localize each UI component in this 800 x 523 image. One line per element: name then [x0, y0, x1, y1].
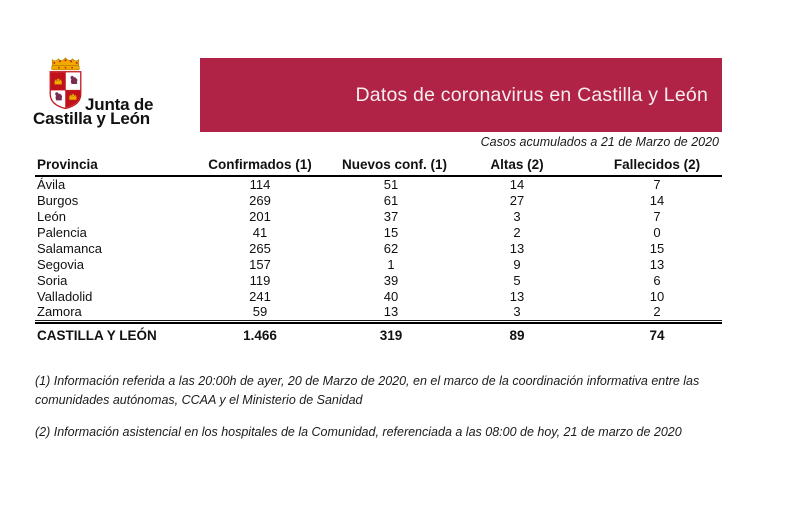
- value-cell: 40: [383, 288, 399, 304]
- value-cell: 265: [249, 240, 271, 256]
- value-cell: 13: [649, 256, 665, 272]
- value-cell: 59: [252, 304, 268, 320]
- logo-text-line1: Junta de: [85, 95, 154, 114]
- value-cell: 2: [513, 224, 521, 240]
- province-cell: CASTILLA Y LEÓN: [37, 327, 157, 343]
- province-cell: Palencia: [37, 224, 87, 240]
- value-cell: 114: [249, 177, 271, 192]
- value-cell: 0: [653, 224, 661, 240]
- province-cell: Ávila: [37, 177, 66, 192]
- value-cell: 15: [383, 224, 399, 240]
- table-row: Valladolid 241 40 13 10: [35, 288, 722, 304]
- table-row: Zamora 59 13 3 2: [35, 304, 722, 320]
- value-cell: 89: [509, 327, 525, 343]
- value-cell: 14: [649, 192, 665, 208]
- header-row: Provincia Confirmados (1) Nuevos conf. (1)…: [35, 156, 722, 177]
- table-row: Segovia 157 1 9 13: [35, 256, 722, 272]
- province-cell: Burgos: [37, 192, 79, 208]
- value-cell: 37: [383, 208, 399, 224]
- province-cell: Valladolid: [37, 288, 93, 304]
- value-cell: 41: [252, 224, 268, 240]
- logo-text-line2: Castilla y León: [33, 109, 150, 128]
- divider-line: [35, 319, 722, 324]
- province-cell: Soria: [37, 272, 68, 288]
- value-cell: 319: [379, 327, 403, 343]
- table-body: Ávila 114 51 14 7 Burgos 269 61 27 14 León 201 37 3 7 P…: [35, 176, 722, 343]
- value-cell: 241: [249, 288, 271, 304]
- value-cell: 13: [509, 288, 525, 304]
- value-cell: 1: [387, 256, 395, 272]
- page-title: Datos de coronavirus en Castilla y León: [355, 83, 708, 106]
- caption-date: Casos acumulados a 21 de Marzo de 2020: [480, 135, 719, 149]
- value-cell: 3: [513, 208, 521, 224]
- value-cell: 61: [383, 192, 399, 208]
- value-cell: 6: [653, 272, 661, 288]
- value-cell: 7: [653, 177, 661, 192]
- column-header: Nuevos conf. (1): [340, 156, 447, 177]
- table-divider: [35, 319, 722, 324]
- value-cell: 10: [649, 288, 665, 304]
- footnotes: (1) Información referida a las 20:00h de…: [35, 372, 707, 455]
- province-cell: Salamanca: [37, 240, 103, 256]
- value-cell: 51: [383, 177, 399, 192]
- footnote-2: (2) Información asistencial en los hospi…: [35, 425, 682, 439]
- value-cell: 157: [249, 256, 271, 272]
- table-row: Palencia 41 15 2 0: [35, 224, 722, 240]
- value-cell: 39: [383, 272, 399, 288]
- table-row: Salamanca 265 62 13 15: [35, 240, 722, 256]
- province-cell: Zamora: [37, 304, 82, 320]
- column-header: Provincia: [35, 156, 180, 177]
- value-cell: 15: [649, 240, 665, 256]
- value-cell: 3: [513, 304, 521, 320]
- title-banner: Datos de coronavirus en Castilla y León: [200, 58, 722, 132]
- total-row: CASTILLA Y LEÓN 1.466 319 89 74: [35, 323, 722, 343]
- value-cell: 27: [509, 192, 525, 208]
- value-cell: 14: [509, 177, 525, 192]
- province-cell: Segovia: [37, 256, 84, 272]
- value-cell: 1.466: [243, 327, 277, 343]
- value-cell: 269: [249, 192, 271, 208]
- coat-of-arms-icon: [49, 57, 82, 109]
- value-cell: 9: [513, 256, 521, 272]
- value-cell: 201: [249, 208, 271, 224]
- table-row: León 201 37 3 7: [35, 208, 722, 224]
- value-cell: 13: [509, 240, 525, 256]
- column-header: Fallecidos (2): [592, 156, 722, 177]
- table-header: Provincia Confirmados (1) Nuevos conf. (1)…: [35, 156, 722, 177]
- junta-logo: Junta de Castilla y León: [33, 55, 198, 128]
- value-cell: 5: [513, 272, 521, 288]
- value-cell: 74: [649, 327, 665, 343]
- value-cell: 119: [249, 272, 271, 288]
- table-row: Soria 119 39 5 6: [35, 272, 722, 288]
- value-cell: 13: [383, 304, 399, 320]
- column-header: Confirmados (1): [180, 156, 340, 177]
- value-cell: 62: [383, 240, 399, 256]
- column-header: Altas (2): [442, 156, 592, 177]
- covid-data-table: Provincia Confirmados (1) Nuevos conf. (1)…: [35, 156, 722, 343]
- value-cell: 7: [653, 208, 661, 224]
- province-cell: León: [37, 208, 66, 224]
- table-row: Burgos 269 61 27 14: [35, 192, 722, 208]
- footnote-1: (1) Información referida a las 20:00h de…: [35, 374, 700, 407]
- table-container: Provincia Confirmados (1) Nuevos conf. (1)…: [35, 156, 722, 343]
- value-cell: 2: [653, 304, 661, 320]
- table-row: Ávila 114 51 14 7: [35, 176, 722, 192]
